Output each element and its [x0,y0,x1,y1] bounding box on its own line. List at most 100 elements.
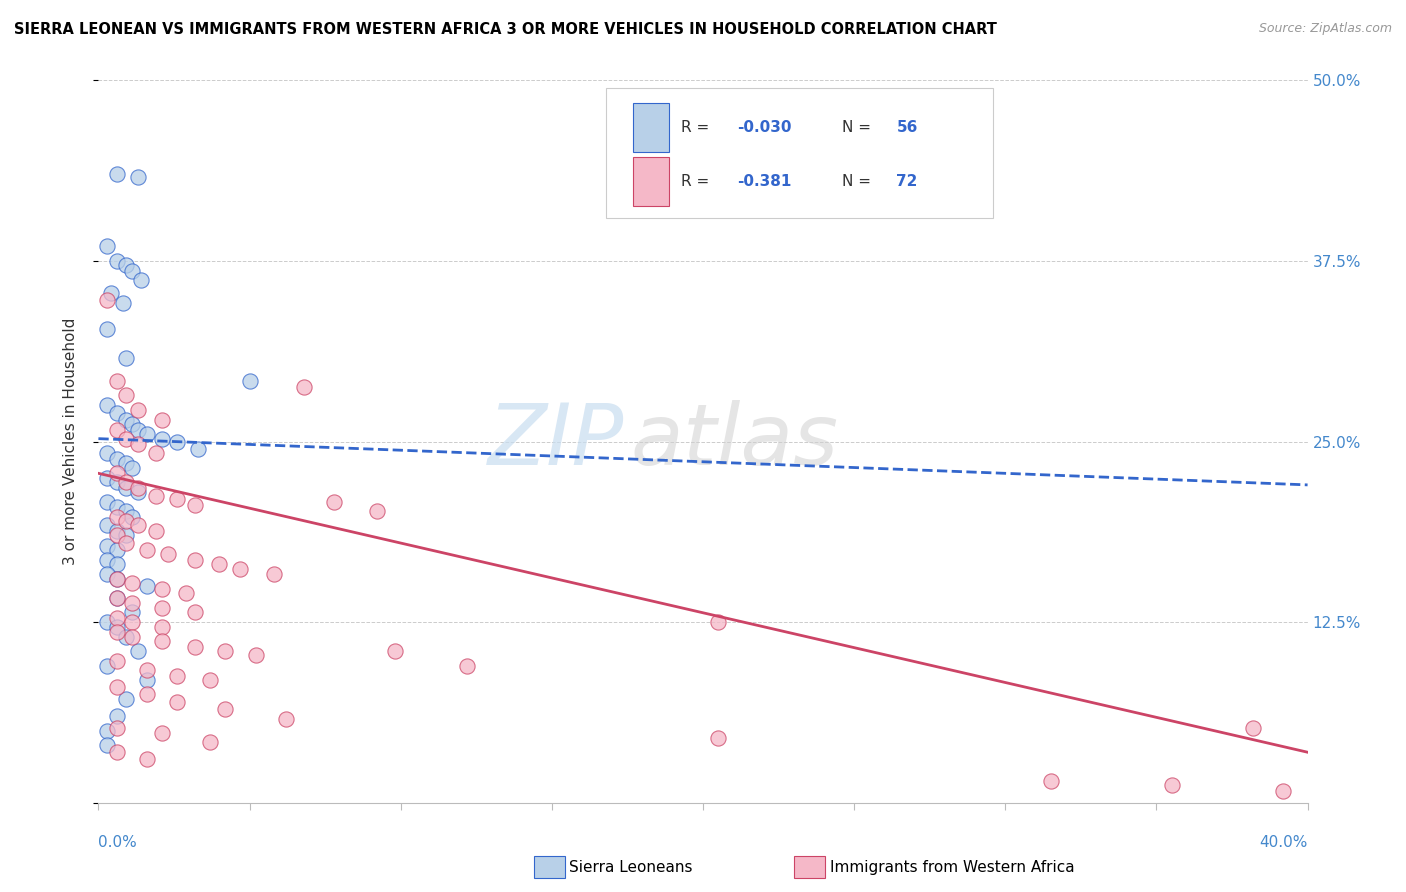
Point [384,644,406,658]
Point [96,322,118,336]
Point [127,485,149,500]
Point [121,417,143,432]
Point [456,658,478,673]
Point [135,542,157,557]
Point [707,731,730,745]
Point [105,167,128,181]
FancyBboxPatch shape [633,103,669,152]
Point [1160,779,1182,793]
Text: R =: R = [682,174,714,189]
Point [150,726,173,740]
Point [114,504,136,518]
Point [184,640,207,654]
Point [245,648,267,663]
Point [96,723,118,738]
Point [121,509,143,524]
Point [105,654,128,668]
Point [114,475,136,489]
Point [114,413,136,427]
Point [105,611,128,625]
Point [184,498,207,512]
Point [96,518,118,533]
Point [135,752,157,766]
Point [105,467,128,481]
Point [135,427,157,442]
Y-axis label: 3 or more Vehicles in Household: 3 or more Vehicles in Household [63,318,77,566]
Point [114,432,136,446]
Point [274,712,297,726]
Text: 40.0%: 40.0% [1260,836,1308,850]
Text: Immigrants from Western Africa: Immigrants from Western Africa [830,860,1074,874]
Point [121,615,143,630]
Point [96,239,118,253]
Text: atlas: atlas [630,400,838,483]
Point [135,663,157,677]
Point [121,576,143,591]
Point [135,673,157,687]
Point [105,591,128,605]
Point [292,379,315,393]
Point [214,644,236,658]
Point [150,619,173,633]
Point [105,500,128,514]
Text: ZIP: ZIP [488,400,624,483]
Point [121,596,143,610]
Point [1241,721,1264,735]
Text: 72: 72 [897,174,918,189]
Point [127,481,149,495]
Point [105,475,128,489]
Point [263,567,285,582]
Point [239,374,262,388]
Point [100,285,122,300]
Text: -0.381: -0.381 [737,174,792,189]
Point [135,579,157,593]
Point [150,413,173,427]
Point [150,432,173,446]
Point [200,673,222,687]
Point [105,509,128,524]
Point [105,558,128,572]
Text: Sierra Leoneans: Sierra Leoneans [569,860,693,874]
Text: N =: N = [842,174,876,189]
FancyBboxPatch shape [606,87,993,218]
Point [208,558,231,572]
Point [121,605,143,619]
Point [105,745,128,759]
Point [105,406,128,420]
Text: 56: 56 [897,120,918,135]
Point [96,567,118,582]
Point [96,446,118,460]
Point [150,600,173,615]
Point [96,615,118,630]
Point [135,687,157,701]
Point [184,605,207,619]
Point [145,490,167,504]
Point [105,625,128,640]
Point [187,442,209,456]
Point [105,572,128,586]
Point [145,446,167,460]
Point [166,668,188,682]
Text: SIERRA LEONEAN VS IMMIGRANTS FROM WESTERN AFRICA 3 OR MORE VEHICLES IN HOUSEHOLD: SIERRA LEONEAN VS IMMIGRANTS FROM WESTER… [14,22,997,37]
Point [114,514,136,528]
Point [114,351,136,365]
Point [96,658,118,673]
Point [96,495,118,509]
Point [229,562,252,576]
Point [127,423,149,437]
Point [111,295,134,310]
Point [156,547,179,561]
Point [105,253,128,268]
Point [105,542,128,557]
Point [105,721,128,735]
Point [166,434,188,449]
Point [121,460,143,475]
Point [105,680,128,694]
Point [114,630,136,644]
Point [166,492,188,507]
Point [114,388,136,402]
Point [114,691,136,706]
Point [184,553,207,567]
FancyBboxPatch shape [633,157,669,206]
Point [96,738,118,752]
